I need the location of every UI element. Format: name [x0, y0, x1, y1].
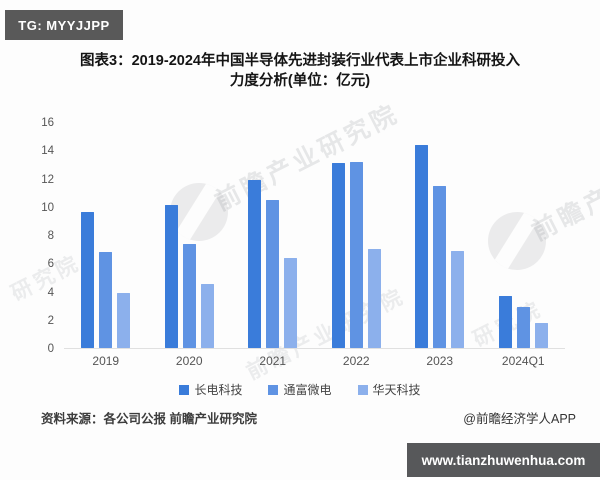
chart-title: 图表3：2019-2024年中国半导体先进封装行业代表上市企业科研投入 力度分析… [0, 52, 600, 91]
bar-通富微电-2019 [99, 252, 113, 348]
bar-华天科技-2022 [367, 249, 381, 348]
legend-label: 华天科技 [372, 383, 421, 397]
bar-通富微电-2024Q1 [516, 307, 530, 348]
legend-marker-icon [268, 384, 279, 395]
chart-legend: 长电科技 通富微电 华天科技 [0, 381, 600, 398]
legend-marker-icon [179, 384, 190, 395]
y-tick-label: 0 [47, 343, 54, 355]
site-banner: www.tianzhuwenhua.com [407, 443, 600, 477]
bar-group-2022 [315, 122, 399, 348]
x-axis-label-2020: 2020 [175, 354, 203, 368]
credit-note: @前瞻经济学人APP [463, 412, 576, 426]
y-axis: 0 2 4 6 8 10 12 14 16 [30, 117, 58, 355]
bar-group-2023 [398, 122, 482, 348]
legend-item-华天科技: 华天科技 [357, 381, 421, 398]
y-tick-label: 12 [41, 173, 54, 186]
y-tick-label: 2 [47, 314, 54, 327]
y-tick-label: 16 [41, 117, 54, 129]
bar-通富微电-2022 [349, 161, 363, 348]
bar-groups [64, 122, 565, 348]
y-tick-label: 8 [47, 230, 54, 242]
x-axis-label-2022: 2022 [342, 354, 370, 368]
tg-badge: TG: MYYJJPP [5, 10, 123, 40]
plot-area: 0 2 4 6 8 10 12 14 16 [41, 117, 565, 355]
bar-华天科技-2024Q1 [534, 322, 548, 348]
bar-华天科技-2019 [117, 292, 131, 348]
bar-chart: 0 2 4 6 8 10 12 14 16 2019 2020 2021 2022 2023 2024Q1 [30, 108, 565, 368]
legend-label: 通富微电 [283, 383, 332, 397]
bar-group-2024Q1 [482, 122, 566, 348]
y-tick-label: 10 [41, 201, 54, 214]
y-tick-label: 4 [47, 286, 54, 299]
bar-华天科技-2021 [284, 257, 298, 348]
legend-item-长电科技: 长电科技 [179, 381, 242, 398]
bar-group-2021 [231, 122, 315, 348]
x-axis-label-2024Q1: 2024Q1 [501, 354, 545, 368]
bar-group-2019 [64, 122, 148, 348]
bar-通富微电-2020 [182, 243, 196, 348]
legend-marker-icon [357, 384, 368, 395]
y-tick-label: 14 [41, 145, 54, 158]
bar-长电科技-2019 [81, 212, 95, 348]
x-axis-label-2019: 2019 [92, 354, 120, 368]
x-axis-label-2023: 2023 [426, 354, 454, 368]
source-note: 资料来源：各公司公报 前瞻产业研究院 [41, 412, 257, 426]
bar-通富微电-2023 [433, 185, 447, 348]
chart-title-line2: 力度分析(单位：亿元) [229, 72, 371, 89]
bar-长电科技-2024Q1 [498, 295, 512, 348]
bar-group-2020 [148, 122, 232, 348]
legend-label: 长电科技 [194, 383, 243, 397]
legend-item-通富微电: 通富微电 [268, 381, 332, 398]
bar-华天科技-2023 [451, 250, 465, 348]
bar-长电科技-2020 [164, 205, 178, 348]
x-axis-label-2021: 2021 [259, 354, 287, 368]
bar-通富微电-2021 [266, 199, 280, 348]
chart-title-line1: 图表3：2019-2024年中国半导体先进封装行业代表上市企业科研投入 [80, 53, 520, 69]
y-tick-label: 6 [47, 258, 54, 271]
bar-长电科技-2022 [331, 163, 345, 348]
x-labels: 2019 2020 2021 2022 2023 2024Q1 [64, 354, 565, 368]
bar-长电科技-2021 [248, 179, 262, 348]
bar-华天科技-2020 [200, 284, 214, 348]
bar-长电科技-2023 [415, 144, 429, 348]
